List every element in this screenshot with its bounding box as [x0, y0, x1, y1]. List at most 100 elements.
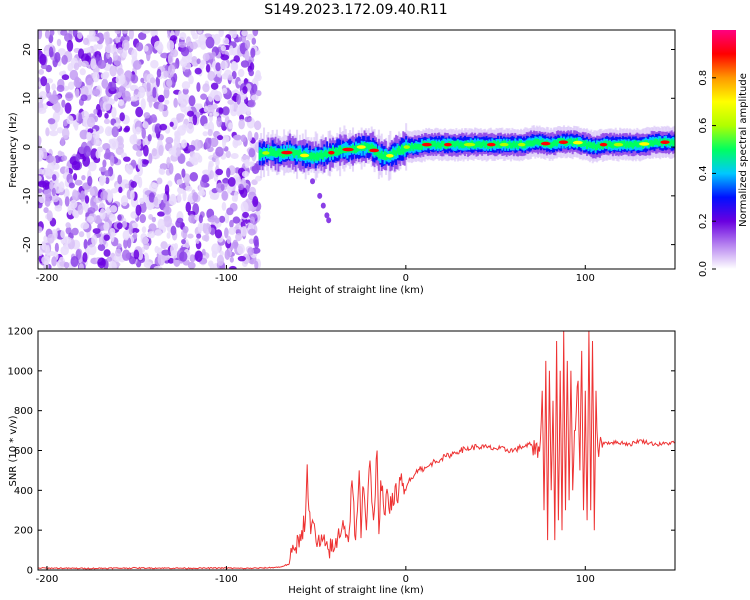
noise-speckle	[148, 192, 155, 203]
noise-speckle	[247, 247, 254, 256]
noise-speckle	[67, 205, 73, 216]
signal-band	[392, 148, 395, 158]
signal-tail	[310, 178, 316, 185]
signal-band	[395, 150, 398, 156]
noise-speckle	[161, 254, 171, 261]
snr-y-tick-label: 0	[27, 566, 33, 577]
signal-band	[410, 142, 413, 149]
noise-speckle	[44, 30, 50, 39]
noise-speckle	[134, 89, 139, 95]
noise-speckle	[103, 249, 111, 257]
signal-band	[596, 144, 599, 150]
signal-band	[531, 140, 534, 147]
noise-speckle	[250, 47, 256, 58]
noise-speckle	[222, 106, 230, 116]
noise-speckle	[187, 261, 196, 269]
noise-speckle	[221, 190, 229, 201]
signal-band	[610, 142, 613, 148]
noise-speckle	[142, 121, 149, 129]
signal-hotspot	[262, 151, 270, 155]
signal-hotspot	[385, 153, 394, 158]
noise-speckle	[135, 126, 142, 135]
noise-speckle	[148, 223, 157, 232]
noise-speckle	[54, 242, 59, 253]
colorbar-ticks: 0.0 0.2 0.4 0.6 0.8	[698, 70, 716, 277]
signal-band	[366, 142, 369, 149]
noise-speckle	[195, 238, 200, 244]
signal-band	[583, 140, 586, 147]
noise-speckle	[38, 192, 46, 204]
noise-speckle	[177, 90, 183, 102]
noise-speckle	[254, 120, 262, 131]
noise-speckle	[100, 190, 109, 201]
noise-speckle	[61, 74, 70, 81]
noise-speckle	[80, 60, 89, 67]
signal-band	[654, 138, 657, 145]
noise-speckle	[38, 175, 42, 182]
signal-band	[260, 148, 263, 158]
noise-speckle	[130, 189, 135, 201]
signal-band	[552, 140, 556, 147]
noise-speckle	[204, 137, 212, 149]
signal-band	[527, 140, 530, 147]
noise-speckle	[117, 174, 123, 185]
noise-speckle	[181, 93, 188, 100]
noise-speckle	[232, 216, 241, 224]
signal-band	[420, 143, 423, 150]
noise-speckle	[205, 36, 215, 49]
noise-speckle	[98, 175, 107, 184]
noise-speckle	[61, 99, 66, 108]
noise-speckle	[250, 94, 259, 101]
colorbar-tick-label: 0.4	[698, 165, 709, 181]
signal-band	[433, 140, 436, 147]
noise-speckle	[107, 192, 113, 203]
noise-speckle	[253, 235, 259, 247]
signal-band	[581, 140, 584, 147]
noise-speckle	[78, 231, 85, 238]
noise-speckle	[210, 82, 219, 90]
noise-speckle	[130, 159, 137, 168]
snr-x-ticks: -200 -100 0 100	[36, 566, 595, 585]
noise-speckle	[240, 226, 248, 237]
noise-speckle	[146, 81, 151, 92]
noise-speckle	[68, 182, 75, 189]
noise-speckle	[254, 131, 259, 141]
snr-y-tick-label: 600	[14, 446, 33, 457]
noise-speckle	[154, 126, 160, 135]
noise-speckle	[244, 159, 250, 169]
signal-band	[409, 145, 412, 152]
spectrogram-y-tick-label: 20	[22, 43, 33, 56]
noise-speckle	[142, 136, 149, 148]
noise-speckle	[235, 233, 242, 242]
signal-band	[571, 140, 574, 147]
signal-band	[399, 149, 402, 155]
noise-speckle	[174, 30, 180, 37]
signal-hotspot	[369, 148, 379, 153]
noise-speckle	[86, 131, 92, 142]
noise-speckle	[38, 30, 43, 40]
noise-speckle	[57, 150, 63, 157]
snr-x-axis-label: Height of straight line (km)	[288, 585, 424, 596]
noise-speckle	[86, 46, 92, 53]
signal-tail	[324, 212, 330, 219]
noise-speckle	[48, 46, 54, 58]
noise-speckle	[148, 152, 153, 164]
signal-band	[416, 143, 419, 150]
noise-speckle	[109, 65, 117, 77]
signal-band	[442, 140, 445, 147]
noise-speckle	[98, 166, 107, 172]
noise-speckle	[43, 188, 52, 198]
signal-band	[274, 150, 277, 157]
signal-hotspot	[517, 142, 526, 147]
noise-speckle	[83, 145, 91, 158]
noise-speckle	[79, 68, 86, 76]
signal-band	[453, 141, 456, 148]
signal-band	[436, 141, 439, 148]
noise-speckle	[190, 30, 196, 37]
noise-speckle	[139, 214, 147, 224]
noise-speckle	[65, 91, 74, 102]
noise-speckle	[214, 217, 220, 224]
noise-speckle	[116, 243, 122, 249]
noise-speckle	[255, 69, 261, 80]
noise-speckle	[130, 85, 137, 92]
